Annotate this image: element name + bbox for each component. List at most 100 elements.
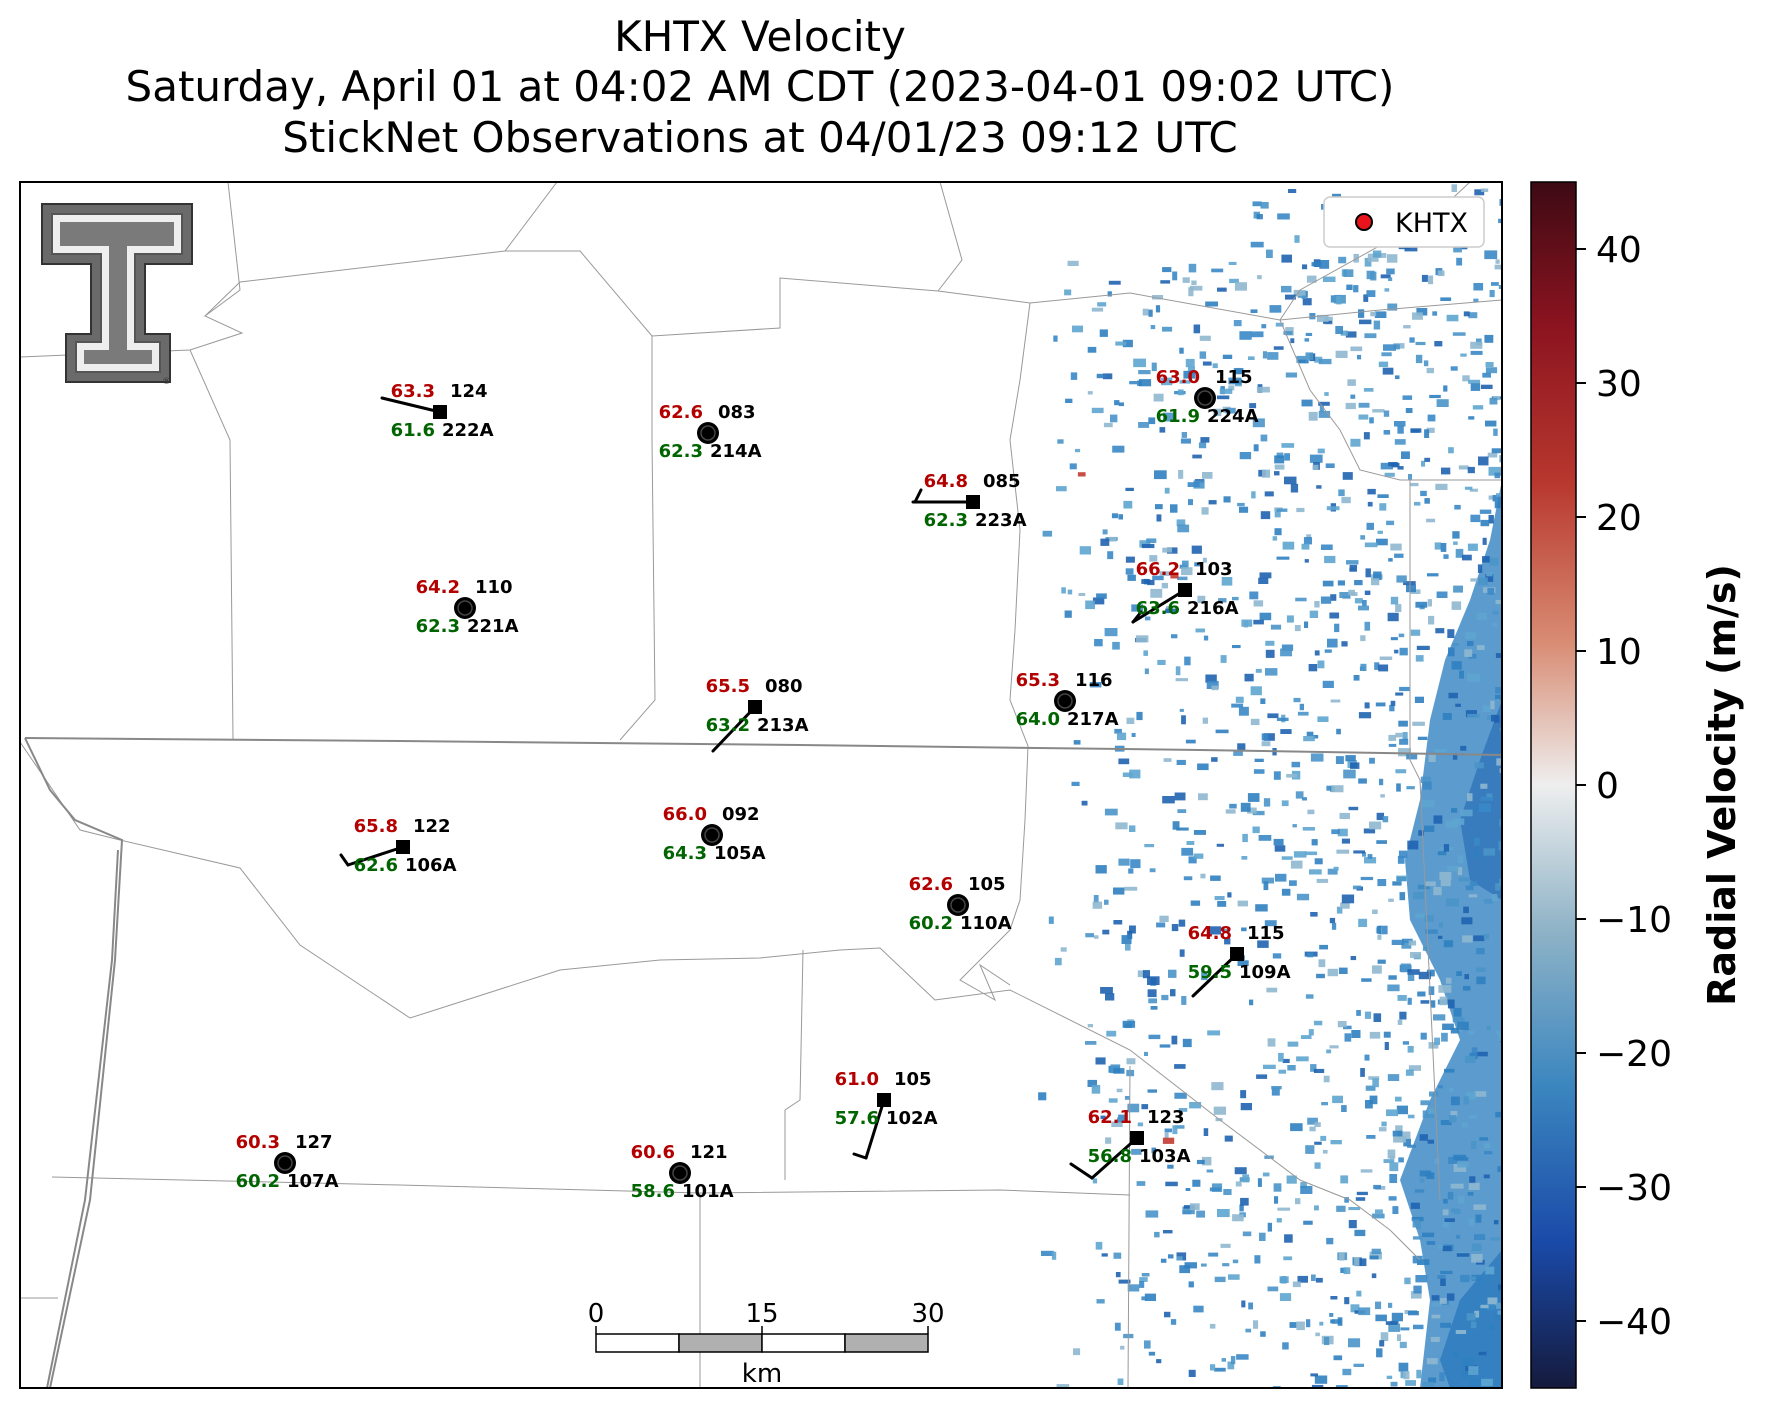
calm-ring [1197,390,1213,406]
calm-ring [457,600,473,616]
station-dewpoint: 61.9 [1156,406,1200,427]
station-code: 115 [1215,367,1253,388]
calm-ring [1057,693,1073,709]
map-border [19,181,1503,1389]
colorbar-tick-label: 20 [1596,498,1642,539]
station-id: 223A [975,510,1027,531]
station-code: 115 [1247,923,1285,944]
station-code: 103 [1195,559,1233,580]
station-216A[interactable]: 66.2 103 63.6 216A [1131,559,1239,624]
svg-text:®: ® [162,377,171,387]
calm-wind-marker [701,824,723,846]
station-code: 105 [968,874,1006,895]
station-code: 080 [765,676,803,697]
station-temperature: 62.6 [909,874,953,895]
station-110A[interactable]: 62.6 105 60.2 110A [909,874,1012,934]
station-id: 222A [442,420,494,441]
legend-marker-icon [1355,213,1373,231]
colorbar-label: Radial Velocity (m/s) [1700,564,1744,1006]
scale-tick-0: 0 [588,1299,605,1329]
station-221A[interactable]: 64.2 110 62.3 221A [416,577,519,637]
calm-ring [700,425,716,441]
wind-barb [711,705,757,753]
scale-bar: 0 15 30 km [588,1299,945,1389]
station-code: 123 [1147,1107,1185,1128]
station-102A[interactable]: 61.0 105 57.6 102A [835,1069,938,1160]
station-dewpoint: 57.6 [835,1108,879,1129]
station-marker [1130,1131,1144,1145]
calm-wind-marker [454,597,476,619]
colorbar-tick-label: 40 [1596,230,1642,271]
station-marker [1230,947,1244,961]
station-103A[interactable]: 62.1 123 56.8 103A [1069,1107,1191,1180]
station-marker [966,495,980,509]
wind-barb [1131,588,1187,624]
station-code: 124 [450,381,488,402]
wind-barb [346,845,405,867]
map-area[interactable] [20,182,1502,1388]
station-temperature: 66.0 [663,804,707,825]
station-code: 105 [894,1069,932,1090]
station-109A[interactable]: 64.8 115 59.5 109A [1188,923,1291,998]
station-temperature: 64.8 [924,471,968,492]
station-code: 092 [722,804,760,825]
station-temperature: 63.3 [391,381,435,402]
scale-tick-15: 15 [745,1299,778,1329]
station-105A[interactable]: 66.0 092 64.3 105A [663,804,766,864]
colorbar-tick-label: 30 [1596,364,1642,405]
legend[interactable]: KHTX [1323,196,1485,248]
stations-layer: 63.3 124 61.6 222A 62.6 083 62.3 214A 63.0 115 61.… [236,367,1291,1202]
colorbar-tick-label: −40 [1596,1302,1672,1343]
calm-wind-marker [697,422,719,444]
station-id: 109A [1239,962,1291,983]
station-dewpoint: 60.2 [236,1171,280,1192]
station-temperature: 61.0 [835,1069,879,1090]
station-dewpoint: 62.6 [354,855,398,876]
station-213A[interactable]: 65.5 080 63.2 213A [706,676,809,753]
station-code: 122 [413,816,451,837]
radar-velocity-layer [1038,184,1502,1388]
station-dewpoint: 63.6 [1136,598,1180,619]
station-id: 107A [287,1171,339,1192]
station-id: 214A [710,441,762,462]
calm-wind-marker [669,1162,691,1184]
station-temperature: 65.5 [706,676,750,697]
station-marker [1178,583,1192,597]
colorbar-tick-label: 0 [1596,766,1619,807]
station-marker [877,1093,891,1107]
station-temperature: 62.1 [1088,1107,1132,1128]
station-dewpoint: 61.6 [391,420,435,441]
station-101A[interactable]: 60.6 121 58.6 101A [631,1142,734,1202]
station-id: 101A [682,1181,734,1202]
scale-unit: km [742,1359,782,1389]
wind-barb [1131,610,1143,624]
colorbar: 40 30 20 10 0 −10 −20 −30 −40 Radial Velocity (m… [1530,181,1744,1389]
station-dewpoint: 60.2 [909,913,953,934]
station-214A[interactable]: 62.6 083 62.3 214A [659,402,762,462]
station-marker [433,405,447,419]
station-marker [748,700,762,714]
station-id: 102A [886,1108,938,1129]
station-222A[interactable]: 63.3 124 61.6 222A [380,381,494,441]
station-217A[interactable]: 65.3 116 64.0 217A [1016,670,1119,730]
wind-barb [1069,1162,1094,1180]
station-temperature: 64.2 [416,577,460,598]
station-temperature: 63.0 [1156,367,1200,388]
station-224A[interactable]: 63.0 115 61.9 224A [1156,367,1259,427]
station-id: 217A [1067,709,1119,730]
wind-barb [913,488,923,504]
title-line-2: Saturday, April 01 at 04:02 AM CDT (2023… [125,62,1395,111]
wind-barb [380,396,442,414]
colorbar-tick-label: −10 [1596,900,1672,941]
calm-wind-marker [1194,387,1216,409]
station-dewpoint: 56.8 [1088,1146,1132,1167]
station-106A[interactable]: 65.8 122 62.6 106A [339,816,457,876]
station-id: 213A [757,715,809,736]
station-code: 121 [690,1142,728,1163]
station-107A[interactable]: 60.3 127 60.2 107A [236,1132,339,1192]
station-223A[interactable]: 64.8 085 62.3 223A [911,471,1027,531]
station-code: 116 [1075,670,1113,691]
colorbar-tick-label: −30 [1596,1168,1672,1209]
calm-wind-marker [947,894,969,916]
station-temperature: 64.8 [1188,923,1232,944]
